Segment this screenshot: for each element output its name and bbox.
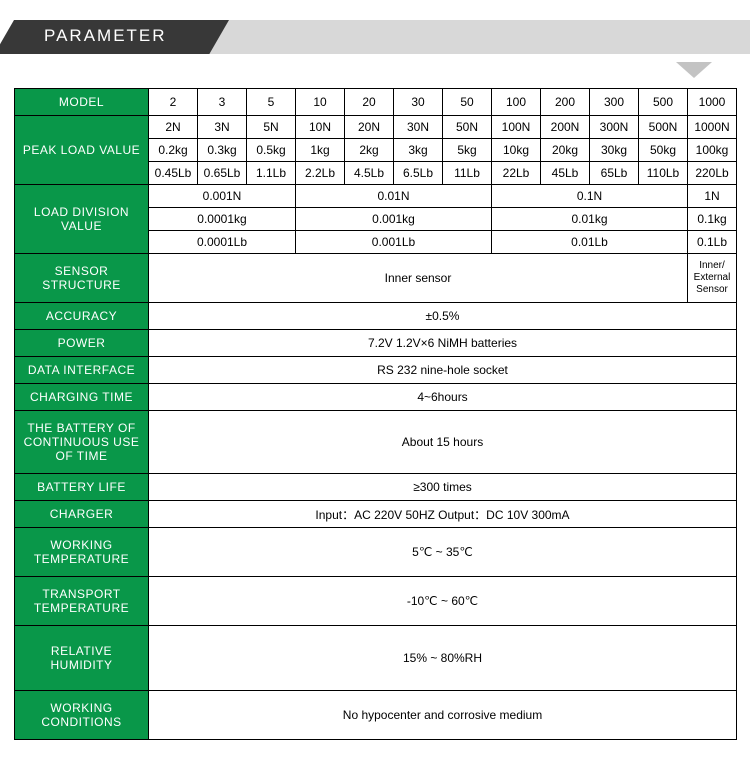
peak-kg: 10kg	[492, 139, 541, 162]
peak-kg: 0.5kg	[247, 139, 296, 162]
peak-n: 50N	[443, 116, 492, 139]
loaddiv-n: 0.01N	[296, 185, 492, 208]
model-col: 5	[247, 89, 296, 116]
peak-kg: 0.2kg	[149, 139, 198, 162]
model-col: 30	[394, 89, 443, 116]
model-col: 10	[296, 89, 345, 116]
model-col: 200	[541, 89, 590, 116]
peak-kg: 1kg	[296, 139, 345, 162]
value-humidity: 15% ~ 80%RH	[149, 626, 737, 691]
peak-n: 10N	[296, 116, 345, 139]
label-accuracy: ACCURACY	[15, 303, 149, 330]
label-batt-cont: THE BATTERY OF CONTINUOUS USE OF TIME	[15, 411, 149, 474]
parameter-table: MODEL 2 3 5 10 20 30 50 100 200 300 500 …	[14, 88, 737, 740]
value-power: 7.2V 1.2V×6 NiMH batteries	[149, 330, 737, 357]
peak-lb: 1.1Lb	[247, 162, 296, 185]
value-batt-life: ≥300 times	[149, 474, 737, 501]
peak-n: 200N	[541, 116, 590, 139]
peak-lb: 4.5Lb	[345, 162, 394, 185]
model-col: 3	[198, 89, 247, 116]
chevron-down-icon	[676, 62, 712, 78]
label-humidity: RELATIVE HUMIDITY	[15, 626, 149, 691]
loaddiv-lb: 0.001Lb	[296, 231, 492, 254]
banner-title: PARAMETER	[44, 26, 167, 46]
label-load-div: LOAD DIVISION VALUE	[15, 185, 149, 254]
peak-n: 1000N	[688, 116, 737, 139]
value-batt-cont: About 15 hours	[149, 411, 737, 474]
model-col: 50	[443, 89, 492, 116]
value-accuracy: ±0.5%	[149, 303, 737, 330]
model-col: 20	[345, 89, 394, 116]
loaddiv-kg: 0.001kg	[296, 208, 492, 231]
peak-n: 5N	[247, 116, 296, 139]
loaddiv-n: 0.001N	[149, 185, 296, 208]
peak-lb: 110Lb	[639, 162, 688, 185]
peak-lb: 220Lb	[688, 162, 737, 185]
peak-lb: 6.5Lb	[394, 162, 443, 185]
peak-lb: 11Lb	[443, 162, 492, 185]
peak-n: 300N	[590, 116, 639, 139]
loaddiv-kg: 0.1kg	[688, 208, 737, 231]
peak-kg: 20kg	[541, 139, 590, 162]
peak-kg: 100kg	[688, 139, 737, 162]
label-sensor: SENSOR STRUCTURE	[15, 254, 149, 303]
peak-lb: 45Lb	[541, 162, 590, 185]
label-charging-time: CHARGING TIME	[15, 384, 149, 411]
model-col: 100	[492, 89, 541, 116]
label-power: POWER	[15, 330, 149, 357]
peak-kg: 50kg	[639, 139, 688, 162]
loaddiv-lb: 0.1Lb	[688, 231, 737, 254]
loaddiv-n: 0.1N	[492, 185, 688, 208]
peak-n: 20N	[345, 116, 394, 139]
loaddiv-lb: 0.01Lb	[492, 231, 688, 254]
peak-lb: 0.45Lb	[149, 162, 198, 185]
label-model: MODEL	[15, 89, 149, 116]
loaddiv-kg: 0.0001kg	[149, 208, 296, 231]
value-charging-time: 4~6hours	[149, 384, 737, 411]
sensor-last: Inner/ External Sensor	[688, 254, 737, 303]
banner-bg-light	[190, 20, 750, 54]
label-charger: CHARGER	[15, 501, 149, 528]
peak-n: 3N	[198, 116, 247, 139]
banner: PARAMETER	[0, 14, 750, 58]
sensor-main: Inner sensor	[149, 254, 688, 303]
model-col: 1000	[688, 89, 737, 116]
loaddiv-kg: 0.01kg	[492, 208, 688, 231]
value-work-temp: 5℃ ~ 35℃	[149, 528, 737, 577]
peak-lb: 0.65Lb	[198, 162, 247, 185]
model-col: 2	[149, 89, 198, 116]
value-data-if: RS 232 nine-hole socket	[149, 357, 737, 384]
peak-lb: 22Lb	[492, 162, 541, 185]
peak-kg: 2kg	[345, 139, 394, 162]
label-trans-temp: TRANSPORT TEMPERATURE	[15, 577, 149, 626]
value-charger: Input：AC 220V 50HZ Output：DC 10V 300mA	[149, 501, 737, 528]
label-work-temp: WORKING TEMPERATURE	[15, 528, 149, 577]
label-data-if: DATA INTERFACE	[15, 357, 149, 384]
label-batt-life: BATTERY LIFE	[15, 474, 149, 501]
label-work-cond: WORKING CONDITIONS	[15, 691, 149, 740]
peak-lb: 65Lb	[590, 162, 639, 185]
peak-kg: 3kg	[394, 139, 443, 162]
model-col: 300	[590, 89, 639, 116]
peak-kg: 5kg	[443, 139, 492, 162]
peak-n: 100N	[492, 116, 541, 139]
peak-kg: 30kg	[590, 139, 639, 162]
peak-n: 2N	[149, 116, 198, 139]
loaddiv-n: 1N	[688, 185, 737, 208]
peak-n: 30N	[394, 116, 443, 139]
value-trans-temp: -10℃ ~ 60℃	[149, 577, 737, 626]
label-peak-load: PEAK LOAD VALUE	[15, 116, 149, 185]
value-work-cond: No hypocenter and corrosive medium	[149, 691, 737, 740]
peak-n: 500N	[639, 116, 688, 139]
model-col: 500	[639, 89, 688, 116]
peak-kg: 0.3kg	[198, 139, 247, 162]
peak-lb: 2.2Lb	[296, 162, 345, 185]
loaddiv-lb: 0.0001Lb	[149, 231, 296, 254]
